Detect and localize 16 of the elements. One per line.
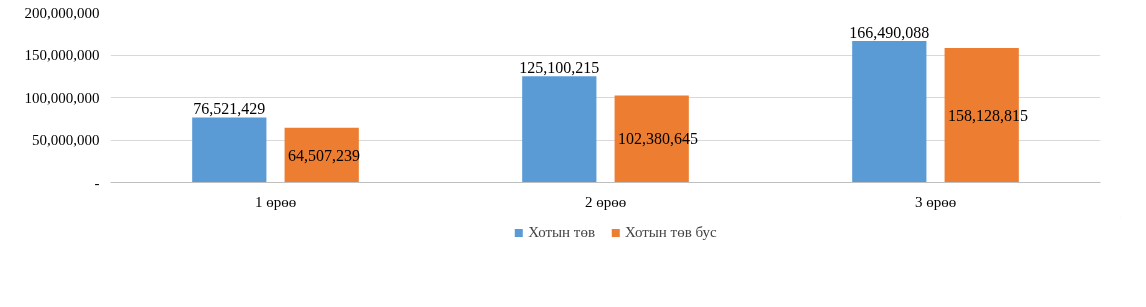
y-tick-label: 150,000,000 — [24, 47, 100, 63]
y-tick-label: 200,000,000 — [24, 4, 100, 21]
bar — [852, 40, 927, 183]
bar — [522, 76, 597, 183]
x-tick-label: 1 өрөө — [254, 193, 297, 210]
data-label: 166,490,088 — [849, 23, 930, 41]
y-tick-label: 50,000,000 — [32, 132, 100, 148]
x-tick-label: 2 өрөө — [584, 193, 627, 210]
legend-label: Хотын төв — [528, 223, 596, 241]
data-label: 125,100,215 — [519, 59, 600, 77]
legend-label: Хотын төв бус — [625, 223, 717, 241]
bar — [192, 117, 267, 183]
x-tick-label: 3 өрөө — [914, 193, 957, 210]
data-label: 76,521,429 — [193, 100, 266, 118]
y-tick-label: - — [94, 174, 100, 191]
y-tick-label: 100,000,000 — [24, 89, 100, 106]
